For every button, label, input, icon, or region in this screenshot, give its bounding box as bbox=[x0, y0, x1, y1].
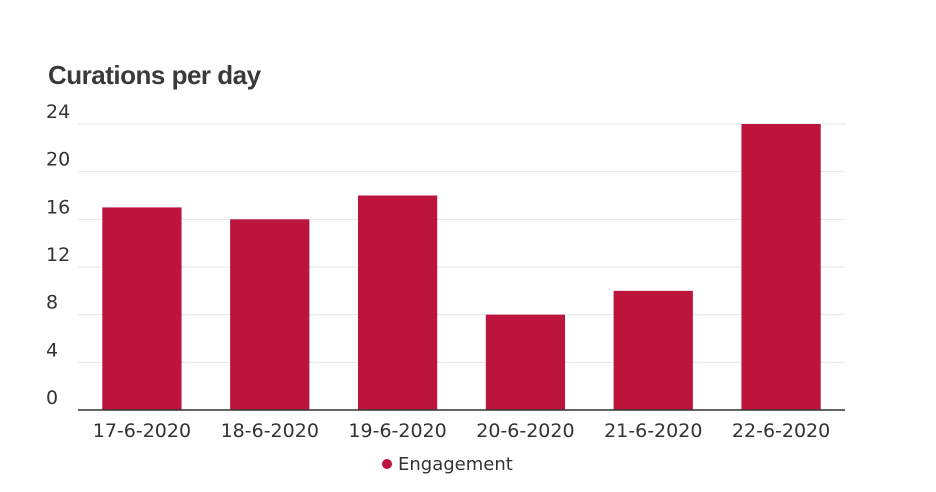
legend-label: Engagement bbox=[398, 454, 513, 475]
bar-21-6-2020 bbox=[613, 290, 693, 410]
y-tick-label: 12 bbox=[46, 244, 70, 266]
x-tick-label: 22-6-2020 bbox=[732, 420, 830, 442]
x-tick-label: 18-6-2020 bbox=[221, 420, 319, 442]
x-tick-label: 20-6-2020 bbox=[476, 420, 574, 442]
bar-18-6-2020 bbox=[230, 219, 310, 410]
x-axis-ticks: 17-6-2020 18-6-2020 19-6-2020 20-6-2020 21-6… bbox=[93, 420, 831, 442]
y-tick-label: 24 bbox=[46, 101, 70, 123]
y-tick-label: 4 bbox=[46, 339, 58, 361]
y-tick-label: 16 bbox=[46, 196, 70, 218]
y-axis-ticks: 0 4 8 12 16 20 24 bbox=[46, 101, 70, 409]
bar-17-6-2020 bbox=[102, 207, 182, 410]
legend: Engagement bbox=[382, 454, 513, 475]
x-tick-label: 19-6-2020 bbox=[348, 420, 446, 442]
y-tick-label: 0 bbox=[46, 387, 58, 409]
y-tick-label: 8 bbox=[46, 292, 58, 314]
bar-22-6-2020 bbox=[741, 124, 821, 410]
y-tick-label: 20 bbox=[46, 149, 70, 171]
x-tick-label: 21-6-2020 bbox=[604, 420, 702, 442]
grid-lines bbox=[78, 123, 845, 363]
bars bbox=[102, 124, 821, 410]
bar-19-6-2020 bbox=[357, 195, 438, 410]
chart-title: Curations per day bbox=[48, 60, 262, 90]
legend-marker bbox=[382, 459, 392, 469]
bar-20-6-2020 bbox=[485, 314, 566, 410]
x-tick-label: 17-6-2020 bbox=[93, 420, 191, 442]
